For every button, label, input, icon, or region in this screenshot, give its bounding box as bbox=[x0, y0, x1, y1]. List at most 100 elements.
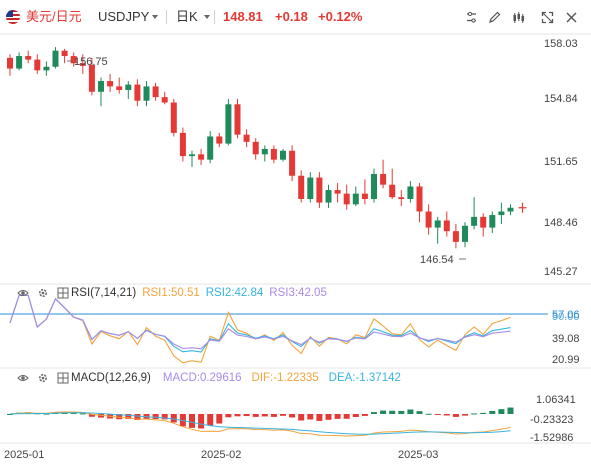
candle-body bbox=[79, 63, 86, 66]
candle-body bbox=[371, 173, 377, 199]
macd-axis-label: -0.23323 bbox=[530, 414, 573, 426]
candle-body bbox=[152, 86, 159, 98]
macd-histogram-bar bbox=[161, 413, 168, 420]
candle-body bbox=[462, 225, 468, 242]
macd-histogram-bar bbox=[398, 410, 405, 414]
candle-body bbox=[88, 64, 95, 92]
candle-body bbox=[498, 211, 505, 216]
indicator-settings-icon[interactable] bbox=[465, 11, 478, 24]
macd-histogram-bar bbox=[361, 413, 368, 416]
candle-body bbox=[116, 86, 123, 90]
candle-body bbox=[107, 81, 114, 87]
macd-histogram-bar bbox=[407, 409, 414, 414]
fullscreen-icon[interactable] bbox=[541, 11, 554, 24]
macd-histogram-bar bbox=[462, 413, 468, 416]
eye-icon[interactable] bbox=[17, 287, 29, 299]
price-tick-label: 151.65 bbox=[544, 156, 578, 168]
rsi-name: RSI(7,14,21) bbox=[71, 287, 137, 299]
timeframe-selector[interactable]: 日K bbox=[176, 9, 198, 24]
candle-body bbox=[98, 81, 104, 92]
macd-histogram-bar bbox=[43, 413, 50, 415]
rsi1-line bbox=[9, 294, 511, 364]
macd-histogram-bar bbox=[152, 413, 159, 420]
dea-value: DEA:-1.37142 bbox=[328, 372, 401, 384]
candle-body bbox=[334, 190, 341, 194]
draw-tool-icon[interactable] bbox=[488, 11, 501, 24]
macd-histogram-bar bbox=[343, 413, 350, 419]
close-icon[interactable] bbox=[565, 11, 578, 24]
dea-line bbox=[9, 412, 511, 435]
x-axis-label: 2025-01 bbox=[4, 449, 44, 461]
gear-icon[interactable] bbox=[37, 287, 49, 299]
candle-body bbox=[280, 150, 286, 160]
candle-body bbox=[70, 56, 77, 64]
macd-histogram-bar bbox=[389, 410, 396, 414]
macd-histogram-bar bbox=[307, 413, 314, 420]
flag-icon bbox=[6, 10, 20, 24]
instrument-name[interactable]: 美元/日元 bbox=[26, 9, 82, 24]
separator bbox=[166, 10, 167, 24]
macd-histogram-bar bbox=[243, 413, 250, 417]
macd-histogram-bar bbox=[380, 410, 387, 414]
candle-body bbox=[225, 104, 232, 144]
candle-body bbox=[325, 190, 332, 203]
dif-value: DIF:-1.22335 bbox=[251, 372, 319, 384]
compare-icon[interactable] bbox=[512, 11, 525, 24]
candle-body bbox=[243, 134, 250, 142]
macd-histogram-bar bbox=[280, 413, 286, 416]
rsi-axis-label: 50.00 bbox=[552, 311, 580, 323]
candle-body bbox=[452, 231, 459, 242]
macd-histogram-bar bbox=[334, 413, 341, 419]
symbol-label[interactable]: USDJPY bbox=[98, 9, 150, 24]
price-tick-label: 145.27 bbox=[544, 266, 578, 278]
macd-name: MACD(12,26,9) bbox=[71, 372, 151, 384]
price-change-pct: +0.12% bbox=[318, 9, 363, 24]
macd-histogram-bar bbox=[498, 409, 505, 414]
rsi-axis-label: 39.08 bbox=[552, 333, 580, 345]
candle-body bbox=[434, 220, 441, 228]
macd-histogram-bar bbox=[252, 413, 259, 417]
indicator-icon[interactable] bbox=[57, 287, 69, 299]
price-tick-label: 154.84 bbox=[544, 93, 578, 105]
candle-body bbox=[471, 216, 478, 226]
indicator-icon[interactable] bbox=[57, 372, 69, 384]
chart-header: 美元/日元 USDJPY 日K 148.81 +0.18 +0.12% bbox=[0, 0, 591, 34]
candle-body bbox=[389, 184, 396, 198]
macd-histogram-bar bbox=[7, 413, 13, 415]
candle-body bbox=[207, 136, 214, 160]
candle-body bbox=[43, 66, 50, 71]
macd-legend: MACD(12,26,9) MACD:0.29616 DIF:-1.22335 … bbox=[71, 369, 407, 387]
macd-histogram-bar bbox=[352, 413, 359, 417]
macd-axis-label: -1.52986 bbox=[530, 432, 573, 444]
dropdown-caret-icon[interactable] bbox=[204, 15, 210, 19]
macd-histogram-bar bbox=[170, 413, 177, 423]
macd-histogram-bar bbox=[325, 413, 332, 420]
x-axis-label: 2025-02 bbox=[201, 449, 241, 461]
rsi-legend: RSI(7,14,21) RSI1:50.51 RSI2:42.84 RSI3:… bbox=[71, 284, 333, 302]
candle-body bbox=[198, 154, 205, 160]
candle-body bbox=[398, 197, 405, 199]
candle-body bbox=[261, 148, 268, 155]
rsi-axis-label: 20.99 bbox=[552, 354, 580, 366]
eye-icon[interactable] bbox=[17, 372, 29, 384]
macd-histogram-bar bbox=[289, 413, 296, 418]
macd-axis-label: 1.06341 bbox=[536, 394, 576, 406]
candle-body bbox=[61, 50, 68, 57]
candle-body bbox=[298, 175, 305, 199]
candle-body bbox=[161, 97, 168, 103]
macd-histogram-bar bbox=[298, 413, 305, 421]
candle-body bbox=[25, 56, 32, 60]
gear-icon[interactable] bbox=[37, 372, 49, 384]
macd-histogram-bar bbox=[452, 413, 459, 417]
macd-histogram-bar bbox=[79, 413, 86, 415]
candle-body bbox=[307, 177, 314, 199]
candle-body bbox=[34, 59, 41, 71]
dropdown-caret-icon[interactable] bbox=[152, 15, 158, 19]
candle-body bbox=[179, 132, 186, 157]
candle-body bbox=[352, 193, 359, 205]
last-price: 148.81 bbox=[223, 9, 263, 24]
candle-body bbox=[52, 50, 59, 67]
macd-histogram-bar bbox=[116, 413, 123, 420]
candle-body bbox=[16, 56, 23, 69]
